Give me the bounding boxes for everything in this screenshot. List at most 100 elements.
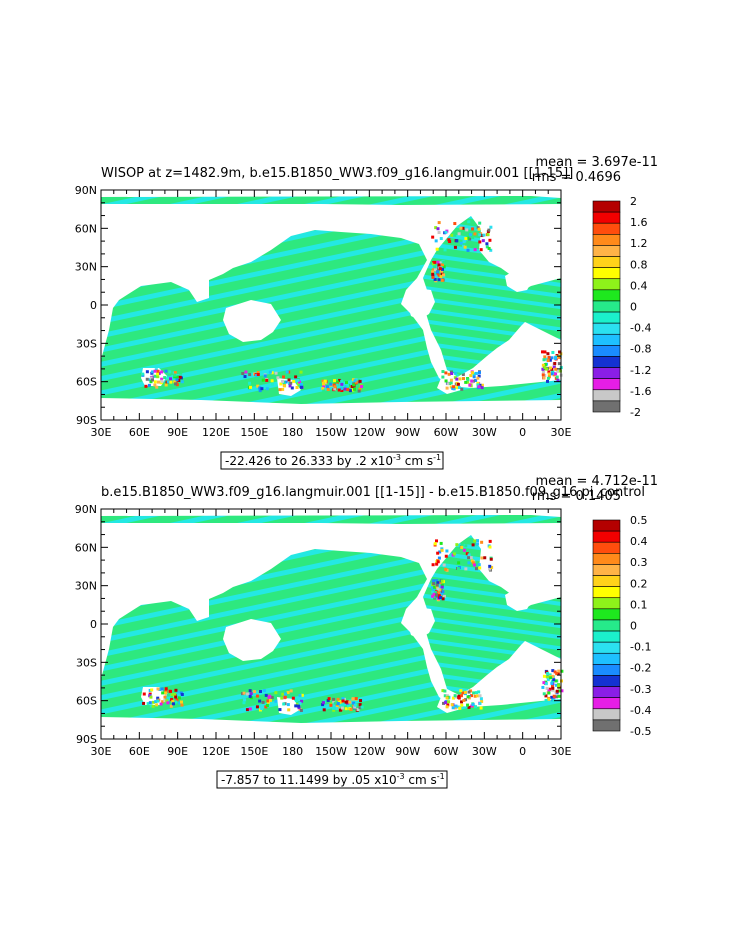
colorbar-label: -0.1: [630, 641, 651, 654]
data-speckle: [333, 701, 337, 705]
data-speckle: [175, 378, 179, 382]
colorbar-swatch: [592, 641, 621, 654]
data-speckle: [256, 370, 260, 374]
data-speckle: [353, 703, 357, 707]
svg-text:-7.857 to 11.1499 by .05 x10-3: -7.857 to 11.1499 by .05 x10-3 cm s-1: [221, 772, 445, 787]
data-speckle: [478, 240, 482, 244]
data-speckle: [431, 594, 435, 598]
colorbar-label: -0.4: [630, 704, 651, 717]
data-speckle: [437, 597, 441, 601]
data-speckle: [458, 706, 462, 710]
data-speckle: [440, 548, 444, 552]
data-speckle: [335, 383, 339, 387]
colorbar-swatch: [592, 256, 621, 268]
data-speckle: [360, 705, 364, 709]
data-speckle: [555, 375, 559, 379]
data-speckle: [458, 377, 462, 381]
lon-tick-label: 30E: [91, 745, 112, 758]
data-speckle: [480, 386, 484, 390]
data-speckle: [333, 387, 337, 391]
data-speckle: [282, 382, 286, 386]
data-speckle: [477, 370, 481, 374]
data-speckle: [165, 699, 169, 703]
data-speckle: [431, 590, 435, 594]
colorbar-label: -0.2: [630, 662, 651, 675]
data-speckle: [435, 562, 439, 566]
data-speckle: [282, 702, 286, 706]
data-speckle: [546, 376, 550, 380]
data-speckle: [169, 377, 173, 381]
data-speckle: [340, 706, 344, 710]
data-speckle: [432, 579, 436, 583]
data-speckle: [281, 387, 285, 391]
data-speckle: [469, 556, 473, 560]
data-speckle: [440, 266, 444, 270]
data-speckle: [169, 380, 173, 384]
data-speckle: [459, 241, 463, 245]
data-speckle: [477, 374, 481, 378]
data-speckle: [299, 385, 303, 389]
data-speckle: [153, 383, 157, 387]
data-speckle: [163, 691, 167, 695]
data-speckle: [265, 387, 269, 391]
data-speckle: [442, 594, 446, 598]
data-speckle: [457, 232, 461, 236]
data-speckle: [474, 378, 478, 382]
data-speckle: [485, 245, 489, 249]
colorbar-label: -2: [630, 406, 641, 419]
lon-tick-label: 150E: [240, 426, 268, 439]
range-units: cm s: [405, 773, 437, 787]
data-speckle: [550, 356, 554, 360]
data-speckle: [156, 696, 160, 700]
data-speckle: [161, 700, 165, 704]
data-speckle: [332, 697, 336, 701]
data-speckle: [163, 695, 167, 699]
data-speckle: [264, 693, 268, 697]
data-speckle: [443, 248, 447, 252]
data-speckle: [286, 703, 290, 707]
data-speckle: [445, 386, 449, 390]
colorbar-swatch: [592, 597, 621, 610]
colorbar-label: 0.2: [630, 577, 648, 590]
data-speckle: [448, 240, 452, 244]
data-speckle: [332, 383, 336, 387]
data-speckle: [471, 543, 475, 547]
data-speckle: [170, 698, 174, 702]
data-speckle: [541, 685, 545, 689]
data-speckle: [253, 690, 257, 694]
data-speckle: [294, 699, 298, 703]
lon-tick-label: 180: [282, 745, 303, 758]
data-speckle: [440, 583, 444, 587]
data-speckle: [321, 387, 325, 391]
data-speckle: [447, 700, 451, 704]
data-speckle: [460, 700, 464, 704]
data-speckle: [440, 263, 444, 267]
data-speckle: [154, 368, 158, 372]
lon-tick-label: 60W: [434, 426, 459, 439]
data-speckle: [282, 375, 286, 379]
colorbar-swatch: [592, 345, 621, 357]
data-speckle: [333, 379, 337, 383]
data-speckle: [337, 388, 341, 392]
range-label-box: -22.426 to 26.333 by .2 x10-3 cm s-1: [220, 451, 444, 470]
data-speckle: [438, 267, 442, 271]
data-speckle: [335, 706, 339, 710]
data-speckle: [160, 377, 164, 381]
data-speckle: [298, 380, 302, 384]
data-speckle: [256, 384, 260, 388]
noise-speckles: [141, 220, 563, 393]
range-units-exp: -1: [437, 772, 445, 781]
range-exp: -3: [397, 772, 405, 781]
lat-tick-label: 30N: [75, 580, 97, 593]
data-speckle: [542, 692, 546, 696]
lon-tick-label: 30E: [551, 426, 572, 439]
data-speckle: [444, 230, 448, 234]
data-speckle: [295, 385, 299, 389]
data-speckle: [460, 543, 464, 547]
panel-difference: mean = 4.712e-11 rms = 0.1405 b.e15.B185…: [75, 474, 658, 789]
colorbar-label: -0.3: [630, 683, 651, 696]
data-speckle: [435, 247, 439, 251]
data-speckle: [547, 697, 551, 701]
data-speckle: [242, 701, 246, 705]
data-speckle: [449, 370, 453, 374]
